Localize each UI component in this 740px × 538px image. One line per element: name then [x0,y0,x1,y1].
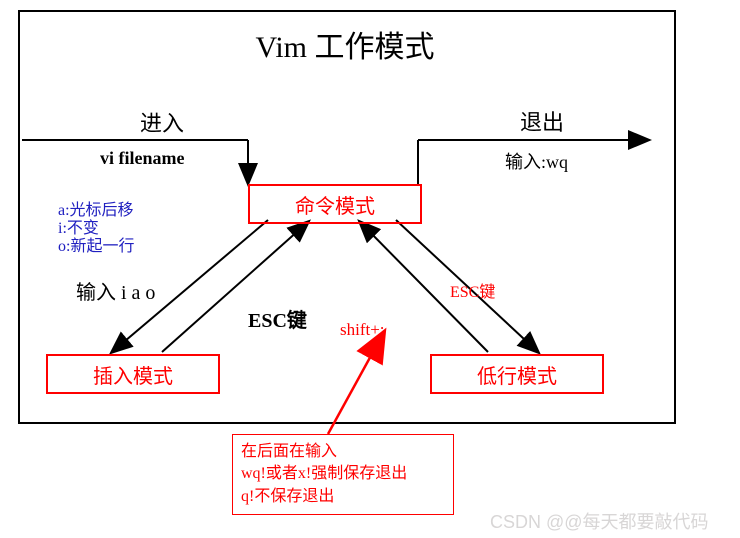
label-shift-colon: shift+: [340,320,385,340]
label-vi-filename: vi filename [100,148,184,169]
label-exit: 退出 [520,105,564,137]
hint-o: o:新起一行 [58,232,134,256]
node-insert-mode: 插入模式 [46,354,220,394]
callout-box: 在后面在输入 wq!或者x!强制保存退出 q!不保存退出 [232,434,454,515]
label-enter: 进入 [140,106,184,138]
label-input-wq: 输入:wq [505,148,568,174]
callout-line-3: q!不保存退出 [241,486,445,508]
label-esc-key-right: ESC键 [450,278,495,302]
diagram-stage: Vim 工作模式 命令模式 插入模式 低行模式 进入 退出 vi fi [0,0,740,538]
node-command-mode: 命令模式 [248,184,422,224]
label-input-iao: 输入 i a o [76,276,155,305]
node-lowline-mode: 低行模式 [430,354,604,394]
diagram-title: Vim 工作模式 [200,22,490,66]
label-esc-key: ESC键 [248,304,307,333]
watermark-text: CSDN @@每天都要敲代码 [490,508,709,534]
callout-line-1: 在后面在输入 [241,441,445,463]
callout-line-2: wq!或者x!强制保存退出 [241,463,445,485]
